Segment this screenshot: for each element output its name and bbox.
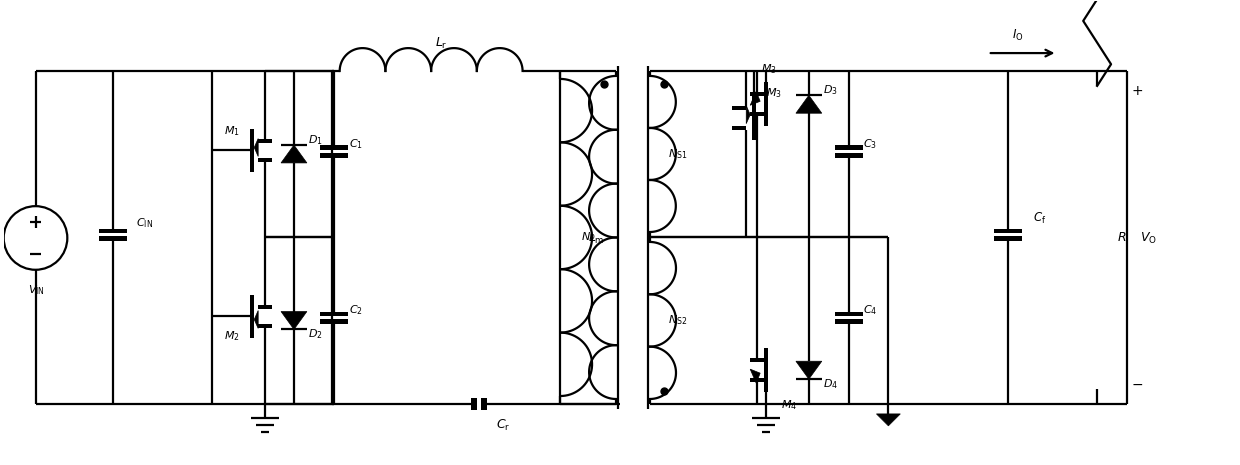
Text: $+$: $+$ (1131, 84, 1143, 98)
Bar (835, 145, 863, 150)
Text: $C_{\rm IN}$: $C_{\rm IN}$ (136, 216, 154, 230)
Bar (258, 305, 272, 309)
Text: $M_3$: $M_3$ (766, 86, 782, 100)
Bar (258, 139, 272, 143)
Bar (481, 398, 487, 410)
Text: $V_{\rm O}$: $V_{\rm O}$ (1141, 231, 1157, 246)
Bar (320, 319, 347, 325)
Bar (750, 358, 764, 362)
Bar (258, 325, 272, 328)
Text: $C_{\rm r}$: $C_{\rm r}$ (496, 418, 510, 433)
Bar (993, 228, 1022, 233)
Polygon shape (750, 369, 760, 383)
Bar (753, 96, 756, 140)
Polygon shape (281, 312, 306, 329)
Text: $N_{\rm S2}$: $N_{\rm S2}$ (668, 313, 687, 327)
Text: $C_1$: $C_1$ (348, 138, 362, 152)
Bar (835, 312, 863, 317)
Text: $D_3$: $D_3$ (823, 83, 838, 97)
Text: $D_4$: $D_4$ (823, 377, 838, 391)
Bar (320, 153, 347, 158)
Polygon shape (254, 311, 258, 328)
Bar (250, 129, 254, 173)
Text: $M_4$: $M_4$ (781, 398, 797, 412)
Bar (733, 106, 746, 110)
Polygon shape (796, 95, 822, 113)
Text: $D_1$: $D_1$ (309, 133, 324, 147)
Bar (835, 319, 863, 325)
Text: $L_{\rm r}$: $L_{\rm r}$ (435, 36, 448, 51)
Text: $V_{\rm IN}$: $V_{\rm IN}$ (29, 283, 45, 297)
Bar (993, 237, 1022, 241)
Polygon shape (281, 145, 306, 163)
Text: $N_{\rm S1}$: $N_{\rm S1}$ (668, 147, 687, 161)
Bar (750, 112, 764, 116)
Text: $I_{\rm O}$: $I_{\rm O}$ (1012, 27, 1023, 43)
Bar (99, 228, 126, 233)
Bar (250, 295, 254, 339)
Text: $C_4$: $C_4$ (863, 304, 878, 318)
Bar (471, 398, 477, 410)
Bar (320, 312, 347, 317)
Bar (750, 93, 764, 96)
Polygon shape (796, 361, 822, 379)
Bar (733, 126, 746, 130)
Polygon shape (750, 91, 760, 105)
Bar (320, 145, 347, 150)
Bar (764, 348, 768, 392)
Text: $C_3$: $C_3$ (863, 138, 878, 152)
Text: $M_2$: $M_2$ (224, 330, 241, 343)
Bar (835, 153, 863, 158)
Bar (99, 237, 126, 241)
Bar (258, 159, 272, 162)
Text: $C_2$: $C_2$ (348, 304, 362, 318)
Text: $M_1$: $M_1$ (224, 124, 241, 138)
Text: $C_{\rm f}$: $C_{\rm f}$ (1033, 211, 1047, 226)
Text: $L_{\rm m}$: $L_{\rm m}$ (588, 231, 604, 246)
Bar (764, 82, 768, 126)
Polygon shape (746, 106, 750, 124)
Polygon shape (254, 139, 258, 156)
Text: $M_3$: $M_3$ (761, 63, 777, 76)
Text: $D_2$: $D_2$ (309, 327, 324, 341)
Text: $R$: $R$ (1117, 232, 1127, 245)
Polygon shape (877, 414, 900, 426)
Bar (750, 378, 764, 382)
Text: $-$: $-$ (1131, 377, 1143, 391)
Text: $N_{\rm P}$: $N_{\rm P}$ (580, 231, 595, 245)
